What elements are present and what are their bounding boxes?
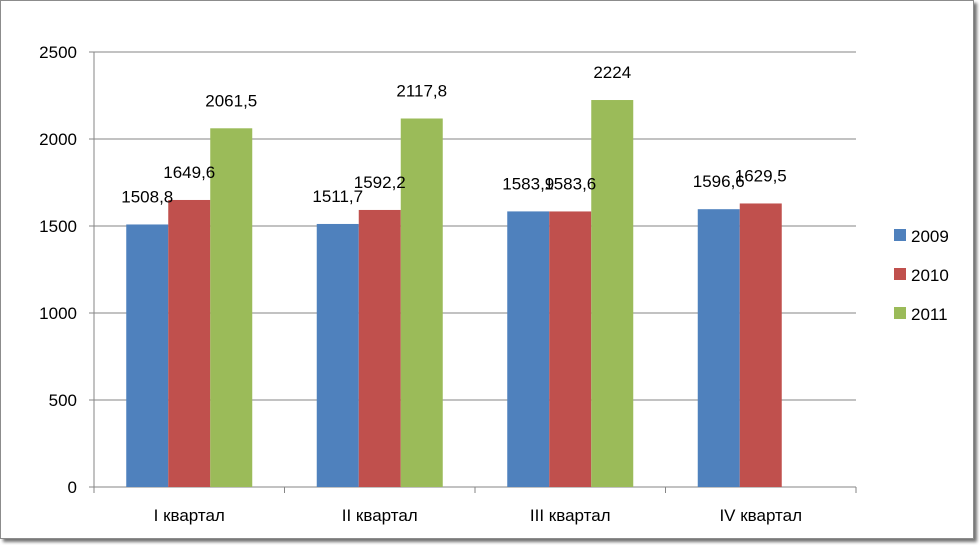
data-label: 2117,8: [396, 82, 447, 101]
legend-swatch: [894, 307, 906, 319]
y-tick-label: 1500: [39, 217, 77, 236]
data-label: 1508,8: [121, 187, 173, 206]
bar-2010: [549, 211, 592, 487]
x-tick-label: I квартал: [154, 506, 225, 525]
x-tick-label: IV квартал: [719, 506, 802, 525]
bars: [126, 100, 782, 488]
y-tick-label: 500: [49, 391, 77, 410]
bar-2011: [210, 128, 253, 487]
bar-2011: [591, 100, 634, 488]
bar-2011: [400, 118, 443, 487]
legend: 2009 2010 2011: [894, 227, 949, 324]
bar-2009: [507, 211, 550, 487]
data-label: 1583,9: [502, 174, 554, 193]
data-label: 1629,5: [735, 166, 787, 185]
legend-label: 2009: [911, 227, 949, 246]
y-tick-label: 1000: [39, 304, 77, 323]
bar-2010: [358, 209, 401, 487]
y-tick-label: 2500: [39, 43, 77, 62]
legend-swatch: [894, 268, 906, 280]
data-label: 1583,6: [544, 174, 596, 193]
bar-2009: [126, 224, 169, 487]
data-label: 2061,5: [205, 91, 257, 110]
data-label: 1511,7: [312, 187, 363, 206]
legend-label: 2010: [911, 266, 949, 285]
data-label: 1649,6: [163, 163, 215, 182]
bar-2009: [697, 209, 740, 488]
bar-2010: [739, 203, 782, 488]
data-label: 1596,6: [693, 172, 745, 191]
y-tick-label: 2000: [39, 130, 77, 149]
x-tick-label: III квартал: [530, 506, 611, 525]
data-label: 2224: [593, 63, 631, 82]
bar-2009: [316, 223, 359, 487]
data-label: 1592,2: [354, 173, 406, 192]
x-tick-label: II квартал: [342, 506, 418, 525]
bar-2010: [168, 199, 211, 487]
y-tick-label: 0: [68, 478, 77, 497]
legend-label: 2011: [911, 305, 948, 324]
legend-swatch: [894, 229, 906, 241]
